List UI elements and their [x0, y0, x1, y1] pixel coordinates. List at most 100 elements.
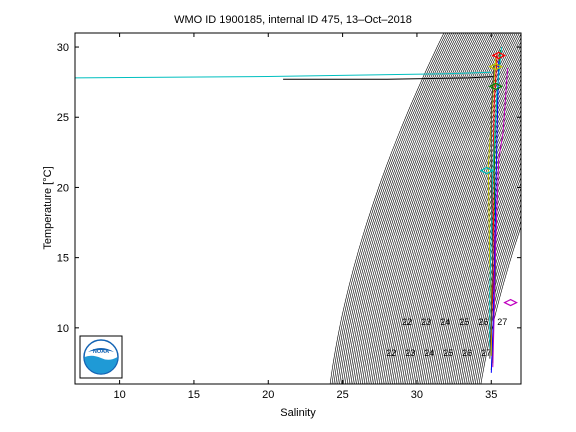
- density-isoline: [369, 33, 486, 384]
- density-isoline: [375, 33, 492, 384]
- density-isoline: [424, 78, 521, 384]
- x-tick-label: 20: [262, 389, 274, 401]
- density-isoline: [441, 118, 521, 384]
- density-isoline: [429, 91, 521, 384]
- y-axis: 10 15 20 25 30: [57, 42, 521, 335]
- density-isoline: [469, 192, 521, 384]
- density-isoline: [358, 33, 474, 384]
- isoline-label: 23: [421, 317, 431, 327]
- density-isoline: [410, 49, 521, 384]
- isoline-label: 23: [405, 348, 415, 358]
- density-isoline: [367, 33, 484, 384]
- density-isoline: [380, 33, 498, 384]
- density-isoline: [427, 87, 521, 384]
- chart-title: WMO ID 1900185, internal ID 475, 13–Oct–…: [174, 14, 412, 26]
- isoline-label: 26: [462, 348, 472, 358]
- density-isoline: [378, 33, 496, 384]
- density-isoline: [393, 33, 512, 384]
- isoline-label: 22: [402, 317, 412, 327]
- isoline-label: 27: [481, 348, 491, 358]
- density-isoline: [420, 70, 521, 384]
- density-isoline: [384, 33, 502, 384]
- density-isoline: [463, 176, 521, 384]
- noaa-logo: NOAA: [79, 335, 123, 379]
- profile-marker: [488, 63, 504, 71]
- density-isoline: [426, 82, 521, 384]
- y-tick-label: 30: [57, 42, 69, 54]
- density-isoline: [473, 203, 521, 384]
- density-isoline: [409, 45, 521, 384]
- density-isoline: [341, 33, 457, 384]
- x-tick-label: 15: [188, 389, 200, 401]
- isoline-labels: 22 22 23 23 24 24 25 25 26 26 27 27: [386, 317, 507, 358]
- profile-line: [489, 63, 495, 359]
- y-tick-label: 15: [57, 253, 69, 265]
- x-tick-label: 25: [336, 389, 348, 401]
- density-isoline: [467, 187, 521, 384]
- density-isoline: [471, 197, 521, 384]
- density-isoline: [458, 161, 521, 384]
- density-isoline: [435, 104, 521, 384]
- density-isoline: [403, 33, 521, 384]
- x-tick-label: 10: [113, 389, 125, 401]
- density-isoline: [356, 33, 472, 384]
- x-axis-title: Salinity: [280, 407, 316, 419]
- density-isoline: [329, 33, 445, 384]
- density-isoline: [373, 33, 490, 384]
- density-isoline: [382, 33, 500, 384]
- profile-marker: [479, 166, 495, 175]
- density-isoline: [333, 33, 449, 384]
- y-tick-label: 20: [57, 182, 69, 194]
- density-isoline: [352, 33, 468, 384]
- density-isoline: [448, 137, 521, 384]
- profile-marker: [491, 51, 507, 60]
- isoline-label: 25: [459, 317, 469, 327]
- density-isoline: [437, 109, 521, 384]
- density-isoline: [444, 127, 521, 384]
- isoline-label: 25: [443, 348, 453, 358]
- density-isoline: [350, 33, 467, 384]
- profile-lines: [75, 46, 509, 373]
- profile-line: [75, 71, 492, 79]
- density-isoline: [339, 33, 455, 384]
- density-isoline: [354, 33, 470, 384]
- profile-markers: [479, 51, 518, 307]
- density-isoline: [388, 33, 506, 384]
- density-isoline: [395, 33, 514, 384]
- isoline-label: 27: [497, 317, 507, 327]
- density-isoline: [442, 123, 521, 384]
- density-isoline: [439, 113, 521, 384]
- density-isoline: [401, 33, 520, 384]
- density-isoline: [474, 208, 521, 384]
- profile-marker: [488, 82, 504, 91]
- density-isoline: [431, 96, 521, 384]
- density-isoline: [371, 33, 488, 384]
- profile-marker: [503, 298, 518, 307]
- x-tick-label: 35: [485, 389, 497, 401]
- density-isoline: [397, 33, 516, 384]
- density-isoline: [456, 156, 521, 384]
- density-isoline: [418, 65, 521, 384]
- density-isoline: [348, 33, 465, 384]
- density-isoline: [405, 37, 521, 384]
- density-isoline: [386, 33, 504, 384]
- density-isoline: [392, 33, 510, 384]
- density-isoline: [331, 33, 447, 384]
- density-isoline: [450, 141, 521, 384]
- density-isoline: [461, 171, 521, 384]
- density-isoline: [399, 33, 518, 384]
- isoline-label: 24: [424, 348, 434, 358]
- profile-line: [490, 61, 500, 373]
- density-isoline: [365, 33, 482, 384]
- density-isoline: [422, 74, 521, 384]
- y-axis-title: Temperature [°C]: [42, 166, 54, 249]
- density-isoline: [343, 33, 459, 384]
- isoline-label: 22: [386, 348, 396, 358]
- density-isoline: [361, 33, 478, 384]
- isoline-label: 24: [440, 317, 450, 327]
- isoline-label: 26: [478, 317, 488, 327]
- y-tick-label: 25: [57, 112, 69, 124]
- x-tick-label: 30: [411, 389, 423, 401]
